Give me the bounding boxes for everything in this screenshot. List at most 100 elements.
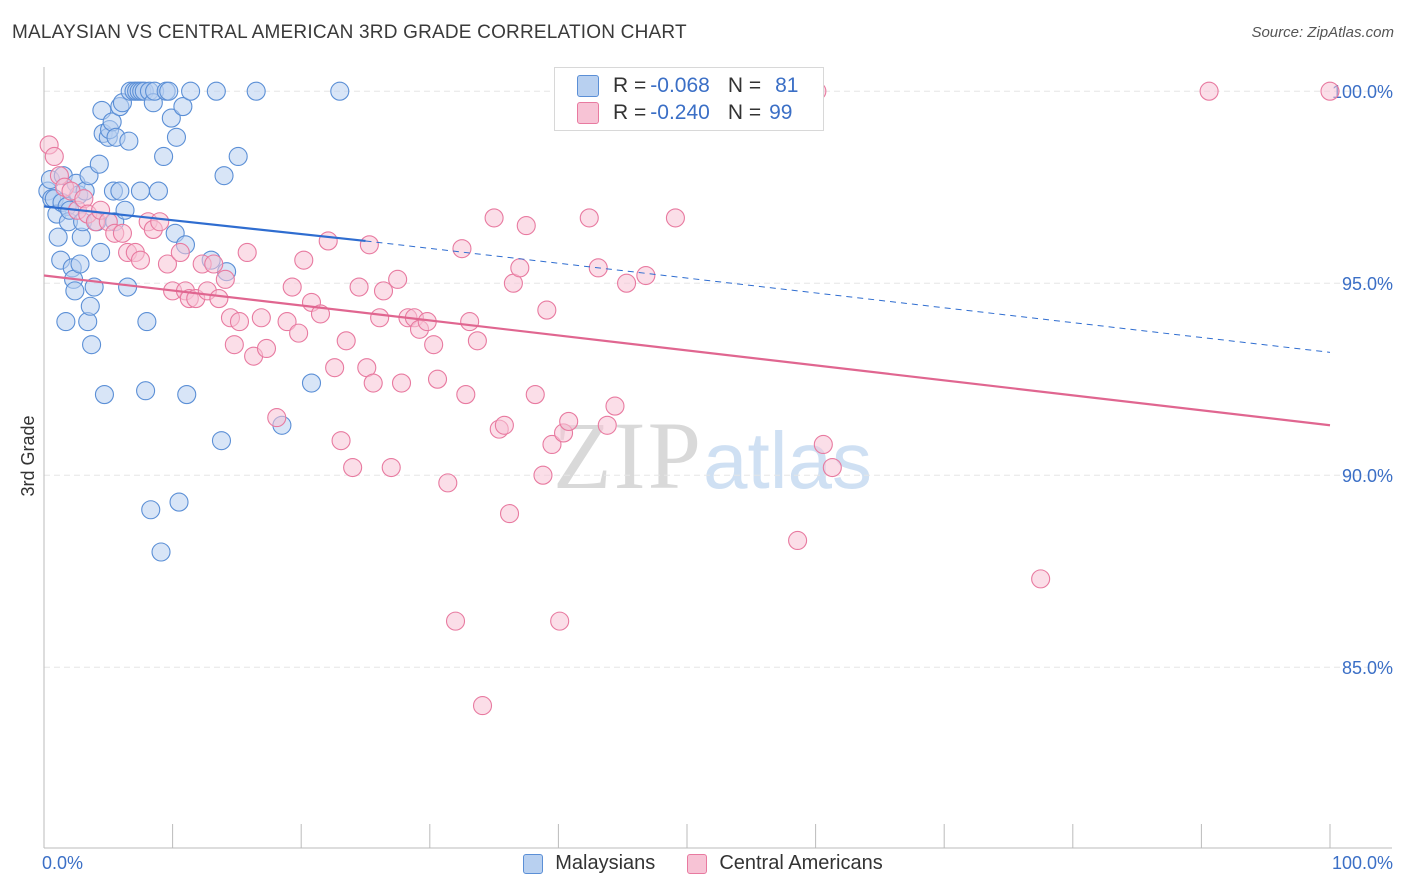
central-american-point: [391, 373, 412, 393]
legend-swatch-blue: [577, 75, 599, 97]
malaysian-point: [82, 335, 102, 355]
central-american-point: [373, 281, 394, 301]
malaysian-point: [110, 181, 130, 201]
central-american-point: [157, 254, 178, 274]
malaysian-point: [137, 312, 157, 332]
central-american-point: [472, 696, 493, 716]
central-american-point: [331, 431, 351, 451]
y-axis-label: 3rd Grade: [18, 415, 38, 496]
central-american-trend-line: [43, 274, 1331, 427]
malaysian-point: [169, 492, 189, 512]
malaysian-point: [161, 108, 181, 128]
malaysian-trend-extension: [365, 240, 1331, 353]
central-american-point: [788, 530, 808, 551]
watermark-atlas: atlas: [703, 416, 872, 505]
central-american-point: [325, 358, 345, 378]
watermark: ZIPatlas: [553, 400, 872, 511]
central-american-point: [438, 473, 458, 493]
central-american-point: [550, 611, 570, 631]
central-american-point: [44, 146, 64, 167]
malaysian-point: [206, 81, 226, 101]
malaysian-point: [130, 181, 150, 201]
malaysian-point: [211, 431, 232, 451]
central-american-point: [445, 611, 466, 631]
malaysian-point: [301, 373, 322, 393]
malaysian-point: [166, 127, 187, 147]
malaysian-point: [151, 542, 171, 562]
legend-n-label: N =: [727, 101, 762, 124]
central-american-point: [388, 269, 408, 289]
central-american-point: [229, 312, 250, 332]
chart-title: MALAYSIAN VS CENTRAL AMERICAN 3RD GRADE …: [12, 22, 687, 43]
central-american-point: [484, 208, 504, 228]
malaysian-point: [70, 254, 90, 274]
legend-row-malaysians: R = -0.068 N = 81: [577, 73, 798, 99]
malaysian-point: [181, 81, 201, 101]
central-american-point: [282, 277, 302, 297]
central-american-point: [267, 408, 287, 428]
malaysian-point: [141, 500, 161, 520]
malaysian-point: [65, 281, 85, 301]
central-american-point: [349, 277, 369, 297]
central-american-point: [510, 258, 530, 278]
central-american-point: [370, 308, 390, 328]
central-american-point: [605, 396, 625, 416]
malaysian-point: [48, 227, 68, 247]
legend-r-label: R =: [613, 101, 647, 124]
y-tick-label: 95.0%: [1342, 274, 1393, 294]
central-american-point: [467, 331, 487, 351]
central-american-point: [363, 373, 383, 393]
legend-label-central-americans: Central Americans: [719, 852, 883, 874]
malaysian-point: [228, 146, 248, 167]
malaysian-point: [89, 154, 109, 174]
central-american-point: [617, 273, 637, 293]
central-american-point: [359, 235, 379, 255]
legend-item-central-americans: Central Americans: [687, 852, 883, 875]
source-credit: Source: ZipAtlas.com: [1251, 24, 1394, 41]
central-american-point: [533, 465, 553, 485]
central-american-point: [813, 434, 833, 455]
central-american-point: [597, 415, 617, 435]
legend-n-label: N =: [727, 74, 762, 97]
central-american-point: [1031, 569, 1051, 589]
malaysian-point: [173, 97, 193, 117]
legend-label-malaysians: Malaysians: [555, 852, 656, 874]
central-american-point: [542, 434, 562, 455]
central-american-point: [499, 504, 520, 524]
central-american-point: [424, 335, 444, 355]
central-american-point: [256, 338, 277, 359]
central-american-point: [579, 208, 599, 228]
central-american-point: [215, 269, 235, 289]
malaysian-point: [91, 242, 111, 263]
malaysian-point: [80, 296, 100, 316]
malaysian-trend-line: [43, 205, 366, 243]
central-american-point: [170, 242, 190, 263]
y-tick-label: 85.0%: [1342, 658, 1393, 678]
central-american-point: [209, 289, 229, 309]
central-american-point: [343, 457, 363, 478]
malaysian-point: [119, 131, 139, 151]
central-american-point: [1199, 81, 1219, 101]
malaysian-point: [94, 385, 114, 405]
central-american-point: [224, 335, 244, 355]
malaysian-point: [177, 385, 197, 405]
legend-swatch-pink: [687, 853, 708, 874]
central-american-point: [525, 385, 545, 405]
malaysian-point: [148, 181, 169, 201]
series-legend: Malaysians Central Americans: [0, 852, 1406, 875]
malaysian-point: [246, 81, 266, 101]
malaysian-point: [154, 146, 174, 167]
legend-r-value: -0.068: [650, 74, 710, 97]
malaysian-point: [330, 81, 350, 101]
legend-row-central-americans: R = -0.240 N = 99: [577, 100, 792, 126]
legend-n-value: 99: [769, 101, 793, 124]
legend-r-value: -0.240: [650, 101, 710, 124]
malaysian-point: [159, 81, 179, 101]
central-american-point: [427, 369, 448, 389]
central-american-point: [251, 308, 271, 328]
central-american-point: [150, 212, 170, 232]
central-american-point: [318, 231, 338, 251]
legend-r-label: R =: [613, 74, 647, 97]
central-american-point: [494, 415, 514, 435]
